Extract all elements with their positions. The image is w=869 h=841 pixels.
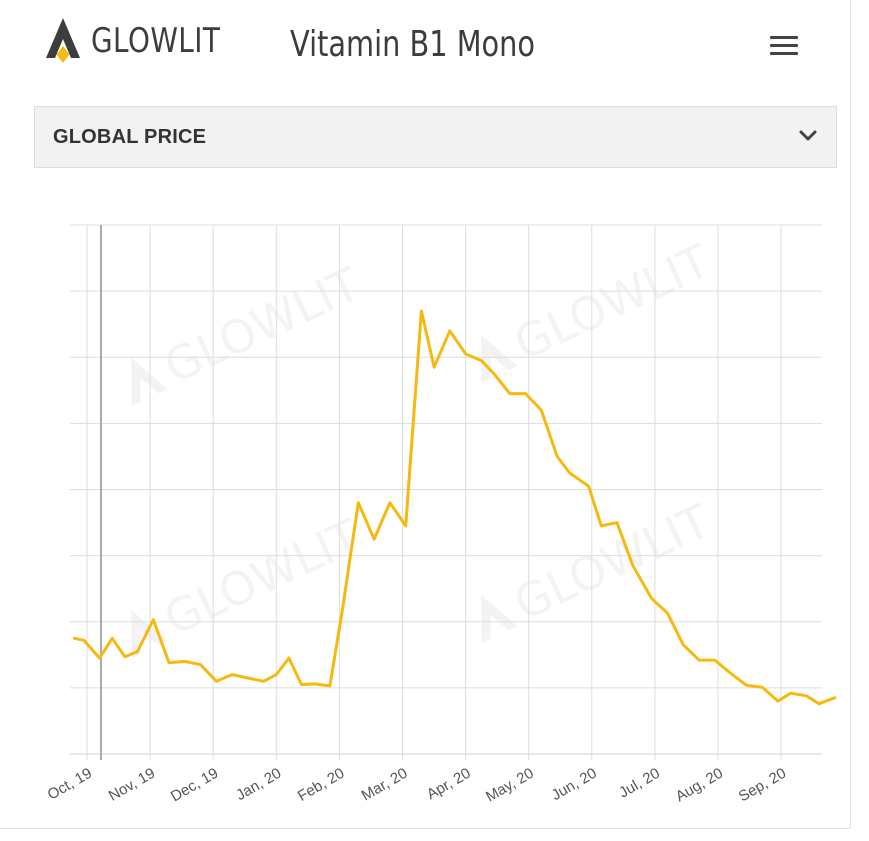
x-tick-label: Mar, 20 [359, 765, 411, 805]
watermarks: GLOWLIT GLOWLIT GLOWLIT GLOWLIT [131, 233, 719, 659]
watermark-text: GLOWLIT [506, 493, 719, 630]
brand-logo[interactable]: GLOWLIT [44, 14, 249, 68]
watermark-text: GLOWLIT [506, 233, 719, 370]
global-price-dropdown[interactable]: GLOBAL PRICE [34, 106, 837, 168]
watermark: GLOWLIT [131, 508, 369, 659]
watermark-text: GLOWLIT [156, 508, 369, 645]
watermark: GLOWLIT [481, 233, 719, 384]
glowlit-logo-icon [46, 18, 80, 63]
bottom-divider [0, 828, 851, 829]
x-tick-label: Nov, 19 [106, 765, 158, 805]
x-tick-label: Feb, 20 [295, 765, 348, 805]
header: GLOWLIT Vitamin B1 Mono [0, 0, 850, 90]
right-divider [850, 0, 851, 828]
price-series-line [72, 309, 837, 706]
x-tick-label: Jul, 20 [616, 765, 663, 802]
dropdown-label: GLOBAL PRICE [53, 126, 207, 148]
x-tick-label: Dec, 19 [168, 765, 221, 806]
x-tick-label: Jun, 20 [549, 765, 600, 804]
x-axis-labels: Oct, 19 Nov, 19 Dec, 19 Jan, 20 Feb, 20 Mar, … [45, 765, 789, 806]
chevron-down-icon[interactable] [798, 129, 818, 143]
x-tick-label: Jan, 20 [233, 765, 284, 804]
grid [70, 224, 822, 760]
watermark-logo-icon [481, 594, 518, 644]
brand-name: GLOWLIT [91, 21, 221, 61]
x-tick-label: May, 20 [483, 765, 537, 806]
x-tick-label: Aug, 20 [673, 765, 726, 806]
watermark-text: GLOWLIT [156, 256, 369, 393]
page-title: Vitamin B1 Mono [290, 24, 536, 65]
price-chart: GLOWLIT GLOWLIT GLOWLIT GLOWLIT Oct, 19 Nov,… [0, 200, 850, 825]
watermark: GLOWLIT [481, 493, 719, 644]
watermark-logo-icon [131, 357, 168, 407]
price-line-chart: GLOWLIT GLOWLIT GLOWLIT GLOWLIT Oct, 19 Nov,… [45, 224, 837, 806]
hamburger-menu-icon[interactable] [766, 26, 802, 60]
x-tick-label: Apr, 20 [424, 765, 474, 803]
x-tick-label: Oct, 19 [45, 765, 95, 804]
watermark: GLOWLIT [131, 256, 369, 407]
x-tick-label: Sep, 20 [736, 765, 789, 806]
